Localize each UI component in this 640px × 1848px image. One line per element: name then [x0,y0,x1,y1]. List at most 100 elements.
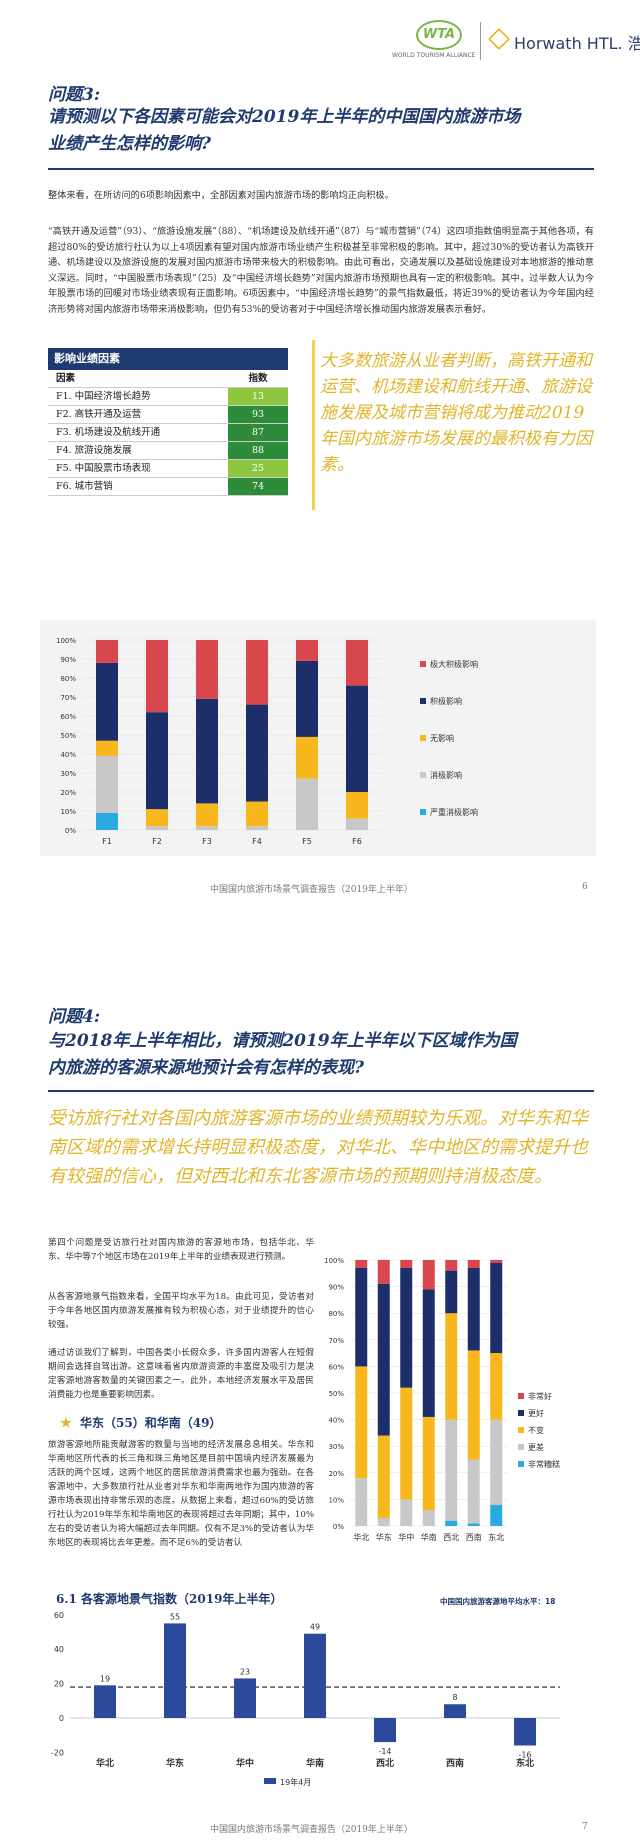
y-tick-label: 30% [60,770,76,778]
index-bar [304,1633,326,1718]
legend-swatch [420,809,426,815]
legend-swatch [518,1444,524,1450]
y-tick-label: 20% [328,1470,344,1478]
x-tick-label: 华东 [166,1757,184,1769]
x-tick-label: 华南 [306,1757,324,1769]
bar-segment [246,704,268,802]
bar-segment [196,803,218,827]
legend-label: 更差 [528,1442,544,1452]
horwath-icon [488,28,510,50]
avg-label: 中国国内旅游客源地平均水平：18 [440,1597,556,1606]
data-label: 49 [310,1623,320,1632]
factor-table: 影响业绩因素 因素 指数 F1. 中国经济增长趋势 13 F2. 高铁开通及运营 93… [48,348,288,496]
bar-segment [422,1416,435,1511]
bar-segment [96,740,118,756]
data-label: 55 [170,1612,180,1621]
y-tick-label: 60% [60,713,76,721]
index-bar [164,1623,186,1718]
legend-label: 非常好 [528,1391,552,1401]
bar-segment [445,1419,458,1521]
y-tick-label: 40 [54,1645,64,1654]
impact-stacked-bar-chart: 0% 10% 20% 30% 40% 50% 60% 70% 80% 90% 100% F1 F2 F3 F… [56,637,478,846]
bar-segment [346,792,368,819]
bar-segment [467,1350,480,1460]
legend-label: 消极影响 [430,770,462,780]
y-tick-label: -20 [51,1748,64,1757]
bar-segment [346,818,368,830]
logo-divider [480,22,481,60]
y-tick-label: 0% [65,827,76,835]
index-chart-title: 6.1 各客源地景气指数（2019年上半年） [56,1592,283,1606]
q4-paragraph-2: 从各客源地景气指数来看，全国平均水平为18。由此可见，受访者对于今年各地区国内旅… [48,1292,314,1330]
y-tick-label: 80% [60,675,76,683]
x-tick-label: F4 [252,837,262,846]
x-tick-label: F5 [302,837,312,846]
y-tick-label: 0% [333,1523,344,1531]
q4-title: 与2018年上半年相比，请预测2019年上半年以下区域作为国 内旅游的客源来源地… [48,1031,517,1078]
index-bar [234,1678,256,1718]
data-label: 8 [452,1693,457,1702]
factor-name: F4. 旅游设施发展 [56,445,132,456]
bar-segment [355,1478,368,1526]
bar-segment [377,1435,390,1519]
bar-segment [146,640,168,713]
footer-text: 中国国内旅游市场景气调查报告（2019年上半年） [210,885,413,895]
bar-segment [490,1504,503,1526]
y-tick-label: 10% [60,808,76,816]
q3-title: 请预测以下各因素可能会对2019年上半年的中国国内旅游市场 业绩产生怎样的影响? [48,107,521,154]
bar-segment [146,826,168,830]
impact-chart: 0% 10% 20% 30% 40% 50% 60% 70% 80% 90% 100% F1 F2 F3 F… [40,620,596,856]
legend-label: 更好 [528,1408,544,1418]
table-header: 因素 指数 [48,370,288,388]
bar-segment [445,1270,458,1314]
quote-bar [312,340,315,510]
factor-index: 13 [228,388,288,405]
x-tick-label: F2 [152,837,162,846]
legend-label: 非常糟糕 [528,1459,560,1469]
y-tick-label: 60 [54,1611,64,1620]
index-bar [514,1718,536,1746]
x-tick-label: F1 [102,837,112,846]
data-label: -16 [518,1751,531,1760]
factor-index: 25 [228,460,288,477]
factor-index: 87 [228,424,288,441]
x-tick-label: F6 [352,837,362,846]
factor-name: F2. 高铁开通及运营 [56,409,142,420]
y-tick-label: 40% [328,1417,344,1425]
q3-rule [48,168,594,170]
legend-label: 不变 [528,1425,544,1435]
legend-label: 严重消极影响 [430,807,478,817]
bar-segment [445,1313,458,1420]
q3-paragraph-1: 整体来看，在所访问的6项影响因素中，全部因素对国内旅游市场的影响均正向积极。 [48,190,394,201]
legend-swatch [420,772,426,778]
x-tick-label: 华中 [236,1757,254,1769]
bar-segment [490,1260,503,1263]
bar-segment [96,812,118,830]
x-tick-label: 华北 [96,1757,114,1769]
bar-segment [377,1260,390,1284]
bar-segment [196,698,218,804]
page-number: 6 [582,882,588,892]
bar-segment [355,1366,368,1479]
bar-segment [377,1283,390,1436]
bar-segment [96,662,118,741]
factor-index: 74 [228,478,288,495]
bar-segment [490,1262,503,1354]
bar-segment [467,1459,480,1524]
y-tick-label: 20% [60,789,76,797]
factor-name: F5. 中国股票市场表现 [56,463,151,474]
bar-segment [296,778,318,830]
y-tick-label: 80% [328,1310,344,1318]
index-bar [94,1685,116,1718]
bar-segment [146,712,168,810]
legend-swatch [420,661,426,667]
bar-segment [445,1520,458,1526]
x-tick-label: 华中 [398,1532,414,1542]
y-tick-label: 30% [328,1443,344,1451]
bar-segment [422,1260,435,1290]
bar-segment [445,1260,458,1271]
y-tick-label: 100% [324,1257,344,1265]
legend-label: 极大积极影响 [430,659,478,669]
bar-segment [246,640,268,705]
data-label: -14 [378,1747,391,1756]
